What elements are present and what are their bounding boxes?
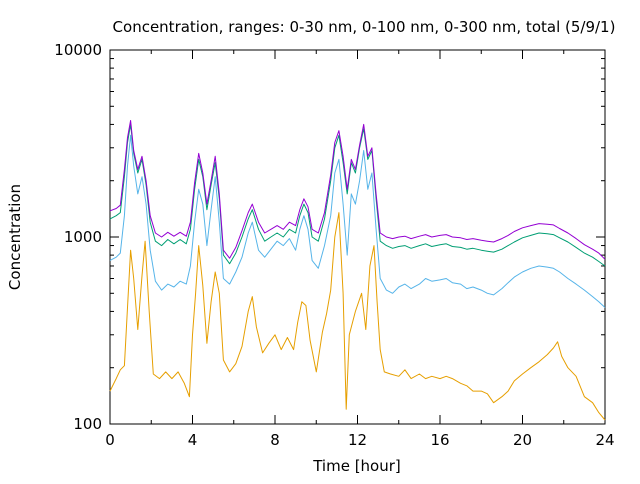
series-line-4 <box>109 120 606 260</box>
x-tick-label: 4 <box>188 431 198 449</box>
x-tick-label: 20 <box>513 431 532 449</box>
series-line-2 <box>109 134 606 308</box>
chart-title: Concentration, ranges: 0-30 nm, 0-100 nm… <box>113 18 616 36</box>
series-layer <box>109 120 606 421</box>
series-line-3 <box>109 123 606 267</box>
x-tick-label: 12 <box>348 431 367 449</box>
x-tick-label: 8 <box>270 431 280 449</box>
series-line-1 <box>109 212 606 421</box>
x-tick-label: 24 <box>595 431 614 449</box>
x-tick-label: 16 <box>430 431 449 449</box>
y-tick-label: 100 <box>73 415 102 433</box>
x-axis-ticks: 0 4 8 12 16 20 24 <box>105 50 615 449</box>
y-tick-label: 10000 <box>54 41 102 59</box>
x-tick-label: 0 <box>105 431 115 449</box>
y-tick-label: 1000 <box>64 228 102 246</box>
x-axis-label: Time [hour] <box>312 457 401 475</box>
y-axis-label: Concentration <box>6 184 24 290</box>
